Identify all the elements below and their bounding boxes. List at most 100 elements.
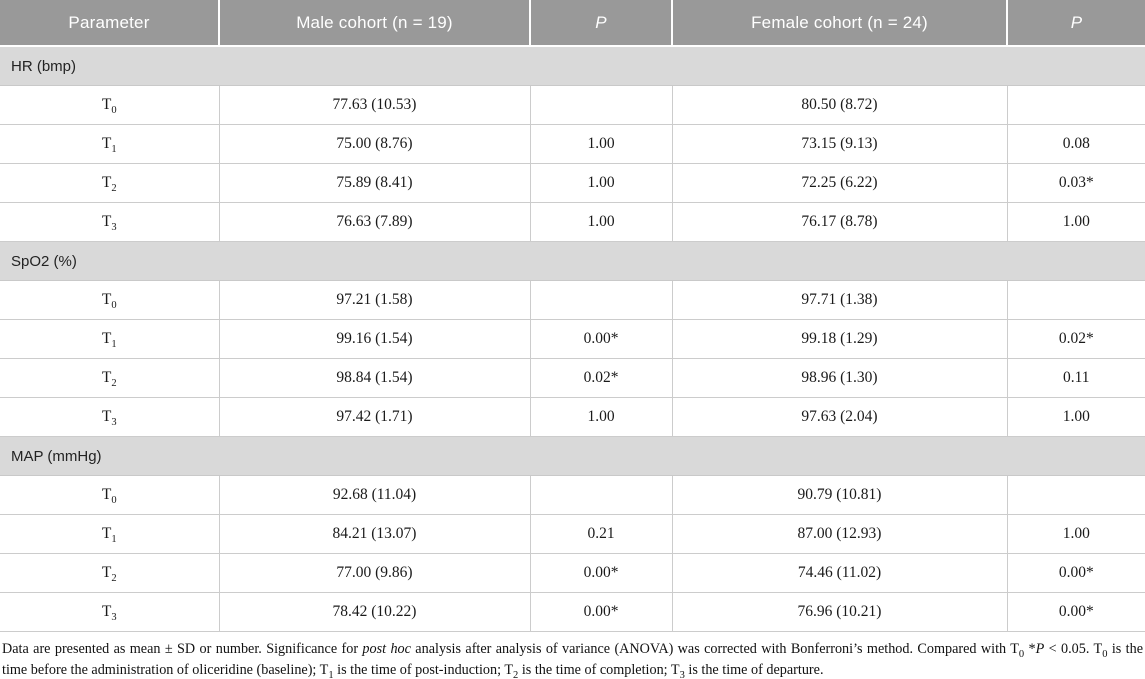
table-row: T0 77.63 (10.53) 80.50 (8.72) (0, 85, 1145, 125)
male-p-cell: 0.00* (529, 553, 673, 593)
male-value-cell: 78.42 (10.22) (218, 592, 531, 632)
female-p-cell: 0.11 (1006, 358, 1145, 398)
table-row: T3 78.42 (10.22) 0.00* 76.96 (10.21) 0.0… (0, 592, 1145, 632)
time-label: T (101, 96, 112, 113)
table-row: T3 97.42 (1.71) 1.00 97.63 (2.04) 1.00 (0, 397, 1145, 437)
parameter-cell: T3 (0, 592, 220, 632)
footnote-text: Data are presented as mean ± SD or numbe… (2, 641, 363, 657)
male-p-cell: 0.00* (529, 592, 673, 632)
female-p-cell: 0.03* (1006, 163, 1145, 203)
male-value-cell: 97.21 (1.58) (218, 280, 531, 320)
male-p-cell: 0.02* (529, 358, 673, 398)
male-value-cell: 77.63 (10.53) (218, 85, 531, 125)
header-p-female: P (1006, 0, 1145, 47)
section-label-spo2: SpO2 (%) (0, 241, 1145, 281)
female-p-cell: 1.00 (1006, 202, 1145, 242)
header-male-cohort: Male cohort (n = 19) (218, 0, 530, 47)
table-row: T2 98.84 (1.54) 0.02* 98.96 (1.30) 0.11 (0, 358, 1145, 398)
table-row: T1 84.21 (13.07) 0.21 87.00 (12.93) 1.00 (0, 514, 1145, 554)
table-row: T1 99.16 (1.54) 0.00* 99.18 (1.29) 0.02* (0, 319, 1145, 359)
female-value-cell: 99.18 (1.29) (671, 319, 1008, 359)
parameter-cell: T2 (0, 358, 220, 398)
male-value-cell: 84.21 (13.07) (218, 514, 531, 554)
time-subscript: 3 (111, 417, 117, 429)
female-value-cell: 73.15 (9.13) (671, 124, 1008, 164)
footnote-text: is the time before the administration of… (2, 641, 1143, 678)
female-p-cell: 0.00* (1006, 592, 1145, 632)
parameter-cell: T2 (0, 553, 220, 593)
time-label: T (101, 330, 112, 347)
section-row-spo2: SpO2 (%) (0, 241, 1145, 281)
male-p-cell: 1.00 (529, 163, 673, 203)
header-row: Parameter Male cohort (n = 19) P Female … (0, 0, 1145, 47)
parameter-cell: T0 (0, 475, 220, 515)
footnote-text: < 0.05. T (1044, 641, 1103, 657)
time-subscript: 1 (111, 339, 117, 351)
time-subscript: 2 (111, 183, 117, 195)
male-p-cell (529, 85, 673, 125)
time-subscript: 1 (111, 534, 117, 546)
female-value-cell: 72.25 (6.22) (671, 163, 1008, 203)
male-value-cell: 75.89 (8.41) (218, 163, 531, 203)
female-value-cell: 80.50 (8.72) (671, 85, 1008, 125)
time-subscript: 1 (111, 144, 117, 156)
parameter-cell: T0 (0, 280, 220, 320)
time-label: T (101, 174, 112, 191)
male-value-cell: 76.63 (7.89) (218, 202, 531, 242)
male-value-cell: 98.84 (1.54) (218, 358, 531, 398)
time-label: T (101, 408, 112, 425)
time-label: T (101, 564, 112, 581)
female-p-cell: 1.00 (1006, 514, 1145, 554)
time-label: T (101, 135, 112, 152)
table-row: T0 97.21 (1.58) 97.71 (1.38) (0, 280, 1145, 320)
footnote-subscript: 3 (679, 669, 685, 679)
footnote-subscript: 1 (328, 669, 334, 679)
time-label: T (101, 213, 112, 230)
female-p-cell: 0.08 (1006, 124, 1145, 164)
male-value-cell: 92.68 (11.04) (218, 475, 531, 515)
female-value-cell: 76.96 (10.21) (671, 592, 1008, 632)
section-label-hr: HR (bmp) (0, 45, 1145, 86)
time-subscript: 2 (111, 573, 117, 585)
section-row-hr: HR (bmp) (0, 45, 1145, 86)
female-value-cell: 76.17 (8.78) (671, 202, 1008, 242)
male-value-cell: 97.42 (1.71) (218, 397, 531, 437)
parameter-cell: T2 (0, 163, 220, 203)
female-value-cell: 74.46 (11.02) (671, 553, 1008, 593)
header-parameter: Parameter (0, 0, 219, 47)
table-header: Parameter Male cohort (n = 19) P Female … (0, 0, 1145, 47)
time-subscript: 0 (111, 495, 117, 507)
female-value-cell: 97.63 (2.04) (671, 397, 1008, 437)
male-p-cell (529, 475, 673, 515)
parameter-cell: T1 (0, 514, 220, 554)
parameter-cell: T1 (0, 124, 220, 164)
parameter-cell: T1 (0, 319, 220, 359)
male-p-cell (529, 280, 673, 320)
table-row: T0 92.68 (11.04) 90.79 (10.81) (0, 475, 1145, 515)
female-p-cell: 0.00* (1006, 553, 1145, 593)
time-label: T (101, 486, 112, 503)
table-footnote: Data are presented as mean ± SD or numbe… (0, 632, 1145, 679)
header-p-male: P (529, 0, 672, 47)
male-value-cell: 99.16 (1.54) (218, 319, 531, 359)
table-row: T1 75.00 (8.76) 1.00 73.15 (9.13) 0.08 (0, 124, 1145, 164)
table-row: T2 77.00 (9.86) 0.00* 74.46 (11.02) 0.00… (0, 553, 1145, 593)
time-label: T (101, 525, 112, 542)
female-value-cell: 87.00 (12.93) (671, 514, 1008, 554)
male-p-cell: 1.00 (529, 124, 673, 164)
table-row: T2 75.89 (8.41) 1.00 72.25 (6.22) 0.03* (0, 163, 1145, 203)
female-p-cell (1006, 280, 1145, 320)
time-subscript: 2 (111, 378, 117, 390)
section-label-map: MAP (mmHg) (0, 436, 1145, 476)
time-subscript: 3 (111, 222, 117, 234)
time-subscript: 0 (111, 300, 117, 312)
time-label: T (101, 603, 112, 620)
male-value-cell: 77.00 (9.86) (218, 553, 531, 593)
male-p-cell: 0.21 (529, 514, 673, 554)
parameter-cell: T0 (0, 85, 220, 125)
time-label: T (101, 291, 112, 308)
female-p-cell: 0.02* (1006, 319, 1145, 359)
footnote-text: * (1024, 641, 1036, 657)
time-subscript: 0 (111, 105, 117, 117)
